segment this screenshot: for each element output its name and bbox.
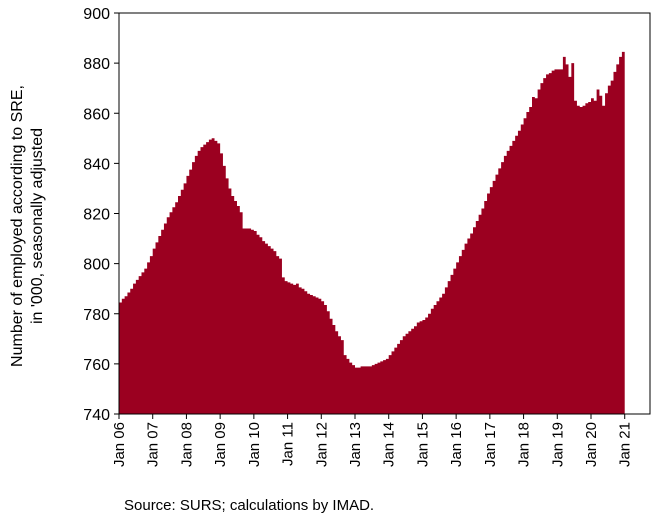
x-tick-label-13: Jan 19 — [549, 422, 566, 467]
x-tick-label-3: Jan 09 — [212, 422, 229, 467]
y-tick-label-740: 740 — [83, 407, 110, 424]
x-tick-label-12: Jan 18 — [516, 422, 533, 467]
series-area-0 — [119, 51, 625, 414]
y-tick-label-860: 860 — [83, 106, 110, 123]
y-axis-title: Number of employed according to SRE, in … — [9, 85, 46, 367]
x-tick-label-4: Jan 10 — [246, 422, 263, 467]
x-tick-label-15: Jan 21 — [617, 422, 634, 467]
y-tick-label-820: 820 — [83, 207, 110, 224]
y-tick-label-880: 880 — [83, 56, 110, 73]
x-tick-label-5: Jan 11 — [280, 422, 297, 466]
plot-area: 740 760 780 800 820 840 860 880 900 Jan 06 Jan 07 J… — [83, 6, 651, 467]
x-tick-label-8: Jan 14 — [381, 422, 398, 467]
x-tick-label-1: Jan 07 — [145, 422, 162, 467]
x-tick-label-6: Jan 12 — [313, 422, 330, 467]
x-tick-label-0: Jan 06 — [111, 422, 128, 467]
y-axis-title-line-2: in '000, seasonally adjusted — [29, 128, 46, 324]
x-tick-label-7: Jan 13 — [347, 422, 364, 467]
y-tick-label-800: 800 — [83, 257, 110, 274]
y-tick-label-900: 900 — [83, 6, 110, 23]
x-tick-label-14: Jan 20 — [583, 422, 600, 467]
x-tick-label-2: Jan 08 — [178, 422, 195, 467]
x-tick-label-11: Jan 17 — [482, 422, 499, 467]
source-note: Source: SURS; calculations by IMAD. — [124, 497, 375, 514]
y-axis-title-line-1: Number of employed according to SRE, — [9, 85, 26, 367]
y-tick-label-840: 840 — [83, 156, 110, 173]
y-tick-label-760: 760 — [83, 357, 110, 374]
y-tick-label-780: 780 — [83, 307, 110, 324]
x-tick-label-9: Jan 15 — [414, 422, 431, 467]
x-tick-label-10: Jan 16 — [448, 422, 465, 467]
